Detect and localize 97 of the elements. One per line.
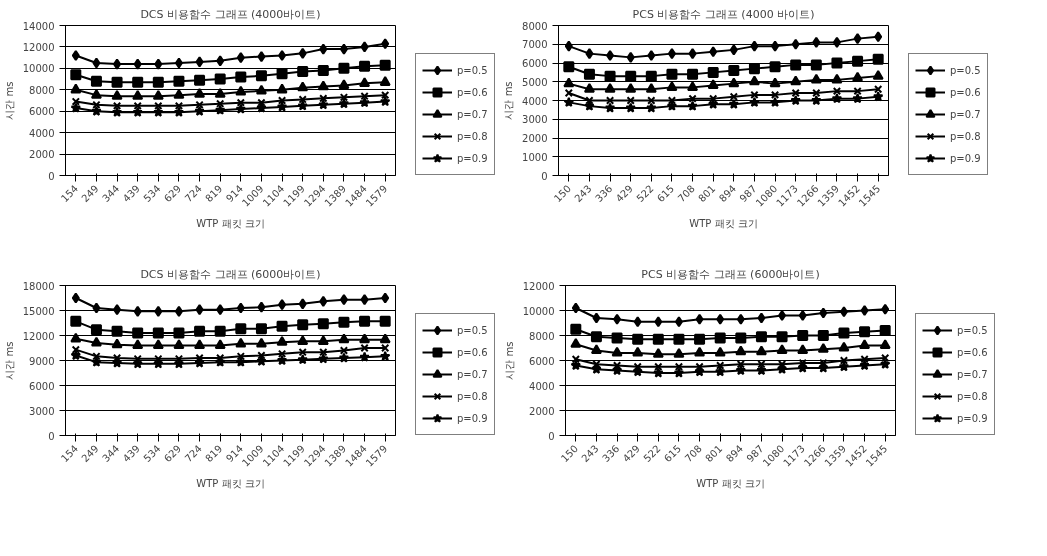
x-tick-label: 819 bbox=[203, 442, 225, 465]
x-tick-label: 243 bbox=[572, 182, 594, 205]
legend-label: p=0.7 bbox=[457, 108, 488, 120]
y-tick-label: 5000 bbox=[522, 76, 548, 88]
y-tick-label: 10000 bbox=[522, 305, 555, 317]
y-tick-label: 0 bbox=[48, 430, 55, 442]
y-tick-label: 8000 bbox=[522, 20, 548, 32]
y-tick-label: 0 bbox=[548, 430, 555, 442]
y-tick-label: 1000 bbox=[522, 151, 548, 163]
x-tick-label: 429 bbox=[620, 442, 642, 465]
y-tick-label: 4000 bbox=[529, 380, 555, 392]
legend-label: p=0.8 bbox=[957, 390, 988, 402]
x-tick-label: 522 bbox=[634, 182, 656, 205]
chart-title: PCS 비용함수 그래프 (4000 바이트) bbox=[632, 7, 815, 21]
x-tick-label: 724 bbox=[182, 442, 204, 465]
chart-title: DCS 비용함수 그래프 (6000바이트) bbox=[140, 267, 321, 281]
x-tick-label: 249 bbox=[79, 182, 101, 205]
legend-label: p=0.5 bbox=[457, 324, 488, 336]
x-tick-label: 894 bbox=[716, 182, 739, 205]
y-axis-title: 시간 ms bbox=[3, 81, 15, 120]
x-axis-title: WTP 패킷 크기 bbox=[196, 218, 265, 230]
x-axis-title: WTP 패킷 크기 bbox=[689, 218, 758, 230]
legend-label: p=0.8 bbox=[950, 130, 981, 142]
y-axis-title: 시간 ms bbox=[503, 81, 515, 120]
y-tick-label: 6000 bbox=[522, 58, 548, 69]
legend-label: p=0.6 bbox=[950, 86, 981, 98]
x-tick-label: 243 bbox=[579, 442, 601, 465]
legend-label: p=0.9 bbox=[457, 152, 488, 164]
y-tick-label: 12000 bbox=[22, 41, 55, 53]
x-tick-label: 150 bbox=[558, 442, 581, 465]
y-tick-label: 3000 bbox=[522, 114, 548, 126]
y-tick-label: 6000 bbox=[29, 380, 55, 392]
x-tick-label: 336 bbox=[593, 182, 615, 205]
y-tick-label: 12000 bbox=[522, 280, 555, 292]
y-tick-label: 6000 bbox=[29, 106, 55, 118]
x-tick-label: 522 bbox=[641, 442, 663, 465]
legend-label: p=0.5 bbox=[957, 324, 988, 336]
legend-label: p=0.5 bbox=[457, 64, 488, 76]
x-tick-label: 801 bbox=[703, 442, 725, 465]
y-tick-label: 18000 bbox=[22, 280, 55, 292]
chart-title: PCS 비용함수 그래프 (6000바이트) bbox=[641, 267, 820, 281]
x-tick-label: 429 bbox=[613, 182, 635, 205]
chart-title: DCS 비용함수 그래프 (4000바이트) bbox=[140, 7, 321, 21]
y-axis-title: 시간 ms bbox=[3, 341, 15, 380]
x-tick-label: 615 bbox=[661, 442, 684, 465]
legend-label: p=0.9 bbox=[457, 412, 488, 424]
legend-label: p=0.9 bbox=[957, 412, 988, 424]
y-tick-label: 9000 bbox=[29, 355, 55, 367]
x-tick-label: 724 bbox=[182, 182, 204, 205]
y-tick-label: 0 bbox=[48, 170, 55, 182]
y-tick-label: 7000 bbox=[522, 39, 548, 51]
legend-label: p=0.9 bbox=[950, 152, 981, 164]
x-tick-label: 336 bbox=[600, 442, 622, 465]
x-axis-title: WTP 패킷 크기 bbox=[696, 478, 765, 490]
y-tick-label: 2000 bbox=[29, 149, 55, 161]
x-tick-label: 534 bbox=[141, 442, 163, 465]
legend-label: p=0.7 bbox=[950, 108, 981, 120]
x-tick-label: 249 bbox=[79, 442, 101, 465]
y-tick-label: 15000 bbox=[22, 305, 55, 317]
x-tick-label: 894 bbox=[723, 442, 746, 465]
y-tick-label: 3000 bbox=[29, 405, 55, 417]
y-tick-label: 8000 bbox=[529, 330, 555, 342]
x-tick-label: 439 bbox=[120, 182, 142, 205]
x-tick-label: 801 bbox=[696, 182, 718, 205]
x-tick-label: 629 bbox=[161, 442, 184, 465]
y-tick-label: 10000 bbox=[22, 63, 55, 75]
y-tick-label: 6000 bbox=[529, 355, 555, 367]
x-tick-label: 150 bbox=[551, 182, 574, 205]
y-tick-label: 14000 bbox=[22, 20, 55, 32]
x-tick-label: 344 bbox=[100, 182, 122, 205]
x-tick-label: 708 bbox=[675, 182, 697, 205]
x-axis-title: WTP 패킷 크기 bbox=[196, 478, 265, 490]
x-tick-label: 439 bbox=[120, 442, 142, 465]
y-tick-label: 4000 bbox=[522, 95, 548, 107]
legend-label: p=0.5 bbox=[950, 64, 981, 76]
y-tick-label: 0 bbox=[541, 170, 548, 182]
legend-label: p=0.6 bbox=[457, 86, 488, 98]
x-tick-label: 154 bbox=[58, 182, 81, 205]
legend-label: p=0.7 bbox=[457, 368, 488, 380]
x-tick-label: 534 bbox=[141, 182, 163, 205]
legend-label: p=0.6 bbox=[957, 346, 988, 358]
x-tick-label: 615 bbox=[654, 182, 677, 205]
y-tick-label: 2000 bbox=[529, 405, 555, 417]
y-tick-label: 2000 bbox=[522, 133, 548, 144]
y-axis-title: 시간 ms bbox=[503, 341, 515, 380]
x-tick-label: 819 bbox=[203, 182, 225, 205]
y-tick-label: 4000 bbox=[29, 127, 55, 139]
y-tick-label: 12000 bbox=[22, 330, 55, 342]
legend-label: p=0.8 bbox=[457, 390, 488, 402]
legend-label: p=0.6 bbox=[457, 346, 488, 358]
y-tick-label: 8000 bbox=[29, 84, 55, 96]
legend-label: p=0.7 bbox=[957, 368, 988, 380]
x-tick-label: 629 bbox=[161, 182, 184, 205]
x-tick-label: 344 bbox=[100, 442, 122, 465]
x-tick-label: 708 bbox=[682, 442, 704, 465]
x-tick-label: 154 bbox=[58, 442, 81, 465]
legend-label: p=0.8 bbox=[457, 130, 488, 142]
